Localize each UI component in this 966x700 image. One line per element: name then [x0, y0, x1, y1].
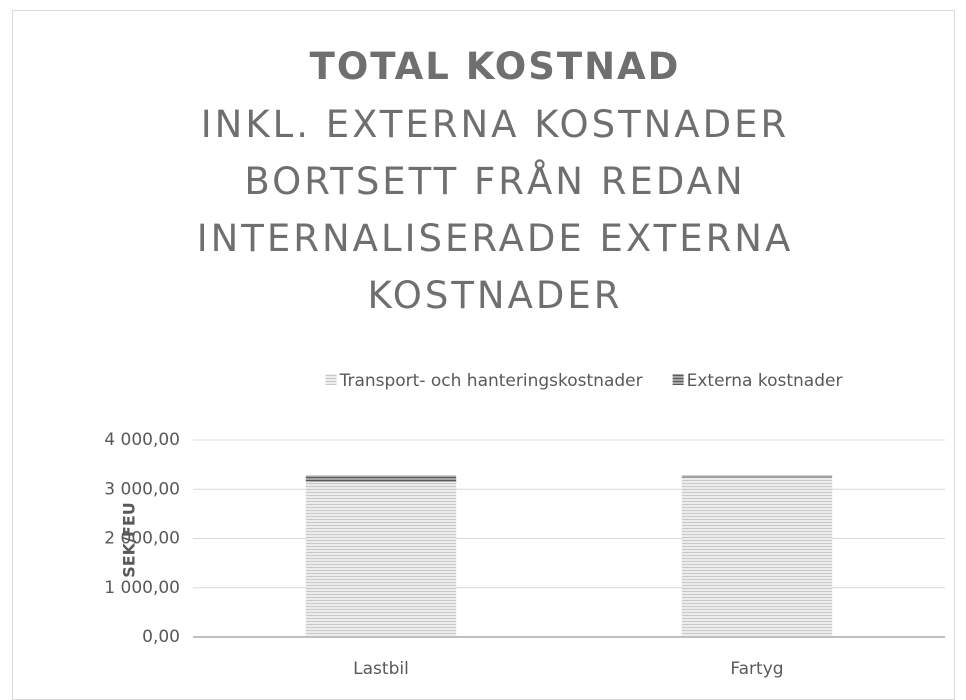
bar-segment [305, 481, 457, 637]
bar-segment [681, 475, 833, 478]
y-tick-label: 3 000,00 [104, 479, 180, 499]
bar-segment [305, 475, 457, 482]
x-tick-label: Fartyg [730, 659, 783, 679]
y-tick-label: 1 000,00 [104, 578, 180, 598]
y-tick-label: 2 000,00 [104, 529, 180, 549]
y-axis-label: SEK/FEU [120, 502, 139, 578]
y-tick-label: 4 000,00 [104, 430, 180, 450]
titles: TOTAL KOSTNAD INKL. EXTERNA KOSTNADER BO… [130, 38, 860, 324]
bar-segment [681, 477, 833, 637]
legend-swatch [325, 374, 337, 385]
x-tick-label: Lastbil [353, 659, 409, 679]
chart-subtitle: INKL. EXTERNA KOSTNADER BORTSETT FRÅN RE… [196, 103, 794, 317]
chart-title: TOTAL KOSTNAD [309, 45, 681, 88]
legend-label: Transport- och hanteringskostnader [339, 371, 643, 391]
y-tick-label: 0,00 [142, 627, 180, 647]
legend-label: Externa kostnader [687, 371, 843, 391]
legend-swatch [672, 374, 684, 385]
